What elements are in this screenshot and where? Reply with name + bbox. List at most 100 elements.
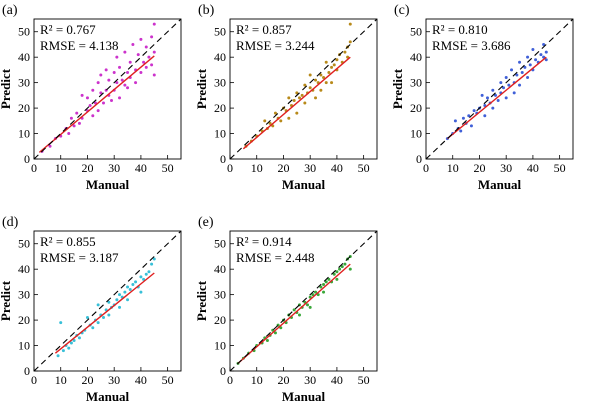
data-point xyxy=(77,336,81,340)
data-point xyxy=(303,101,307,105)
data-point xyxy=(152,50,156,54)
r-squared-annotation: R² = 0.914 xyxy=(236,234,292,249)
y-tick-label: 20 xyxy=(214,101,226,115)
data-point xyxy=(544,58,548,62)
data-point xyxy=(348,267,352,271)
data-point xyxy=(348,40,352,44)
data-point xyxy=(461,116,465,120)
data-point xyxy=(152,73,156,77)
data-point xyxy=(453,119,457,123)
data-point xyxy=(273,331,277,335)
data-point xyxy=(268,121,272,125)
data-point xyxy=(303,83,307,87)
x-tick-label: 40 xyxy=(527,161,539,175)
data-point xyxy=(48,144,52,148)
reference-line xyxy=(230,19,377,159)
plot-frame xyxy=(33,230,182,372)
r-squared-annotation: R² = 0.810 xyxy=(432,22,488,37)
data-point xyxy=(126,285,130,289)
panel-label: (a) xyxy=(2,3,18,18)
data-point xyxy=(99,73,103,77)
y-tick-label: 10 xyxy=(18,127,30,141)
data-point xyxy=(115,81,119,85)
data-point xyxy=(150,35,154,39)
data-point xyxy=(147,55,151,59)
data-point xyxy=(319,73,323,77)
data-point xyxy=(499,81,503,85)
x-axis-label: Manual xyxy=(86,177,130,192)
data-point xyxy=(343,50,347,54)
reference-line xyxy=(230,231,377,371)
data-point xyxy=(292,308,296,312)
r-squared-annotation: R² = 0.857 xyxy=(236,22,292,37)
data-point xyxy=(118,96,122,100)
plot-frame xyxy=(229,18,378,160)
x-axis-label: Manual xyxy=(86,389,130,404)
data-point xyxy=(534,58,538,62)
rmse-annotation: RMSE = 4.138 xyxy=(40,38,118,53)
x-tick-label: 10 xyxy=(55,373,67,387)
data-point xyxy=(142,277,146,281)
data-point xyxy=(131,42,135,46)
x-tick-label: 30 xyxy=(304,373,316,387)
y-tick-label: 20 xyxy=(18,313,30,327)
y-tick-label: 0 xyxy=(220,152,226,166)
data-point xyxy=(101,101,105,105)
data-point xyxy=(80,93,84,97)
y-tick-label: 50 xyxy=(18,25,30,39)
data-point xyxy=(72,338,76,342)
data-point xyxy=(107,300,111,304)
data-point xyxy=(483,114,487,118)
y-tick-label: 50 xyxy=(214,237,226,251)
panel-label: (d) xyxy=(2,215,19,230)
y-tick-label: 20 xyxy=(410,101,422,115)
data-layer xyxy=(34,19,181,159)
data-point xyxy=(139,290,143,294)
data-point xyxy=(485,96,489,100)
x-axis-label: Manual xyxy=(478,177,522,192)
fit-line xyxy=(446,56,547,140)
data-point xyxy=(319,88,323,92)
data-layer xyxy=(34,231,181,371)
data-point xyxy=(123,290,127,294)
data-point xyxy=(75,111,79,115)
y-tick-label: 30 xyxy=(18,76,30,90)
data-point xyxy=(152,22,156,26)
data-point xyxy=(136,53,140,57)
data-point xyxy=(324,280,328,284)
x-tick-label: 0 xyxy=(227,373,233,387)
data-point xyxy=(544,50,548,54)
y-axis-label: Predict xyxy=(0,280,13,321)
data-point xyxy=(332,63,336,67)
data-point xyxy=(96,303,100,307)
x-tick-label: 30 xyxy=(108,161,120,175)
data-point xyxy=(510,68,514,72)
panel-label: (c) xyxy=(394,3,410,18)
data-point xyxy=(295,111,299,115)
rmse-annotation: RMSE = 2.448 xyxy=(236,250,314,265)
data-point xyxy=(518,60,522,64)
y-axis-label: Predict xyxy=(390,68,405,109)
x-tick-label: 0 xyxy=(31,373,37,387)
data-point xyxy=(126,70,130,74)
data-point xyxy=(91,326,95,330)
data-point xyxy=(496,98,500,102)
x-tick-label: 50 xyxy=(358,161,370,175)
x-tick-label: 30 xyxy=(108,373,120,387)
data-point xyxy=(311,293,315,297)
rmse-annotation: RMSE = 3.187 xyxy=(40,250,119,265)
y-tick-label: 20 xyxy=(214,313,226,327)
data-point xyxy=(72,124,76,128)
y-tick-label: 30 xyxy=(214,76,226,90)
panel-c: 00 10 10 20 20 30 30 40 40 50 50 Manual Predict (c) R²… xyxy=(390,3,574,192)
data-point xyxy=(335,277,339,281)
data-point xyxy=(512,91,516,95)
y-tick-label: 40 xyxy=(214,262,226,276)
x-tick-label: 10 xyxy=(55,161,67,175)
y-tick-label: 40 xyxy=(214,50,226,64)
data-point xyxy=(338,267,342,271)
data-point xyxy=(480,93,484,97)
data-point xyxy=(308,86,312,90)
reference-line xyxy=(34,231,181,371)
data-point xyxy=(314,290,318,294)
